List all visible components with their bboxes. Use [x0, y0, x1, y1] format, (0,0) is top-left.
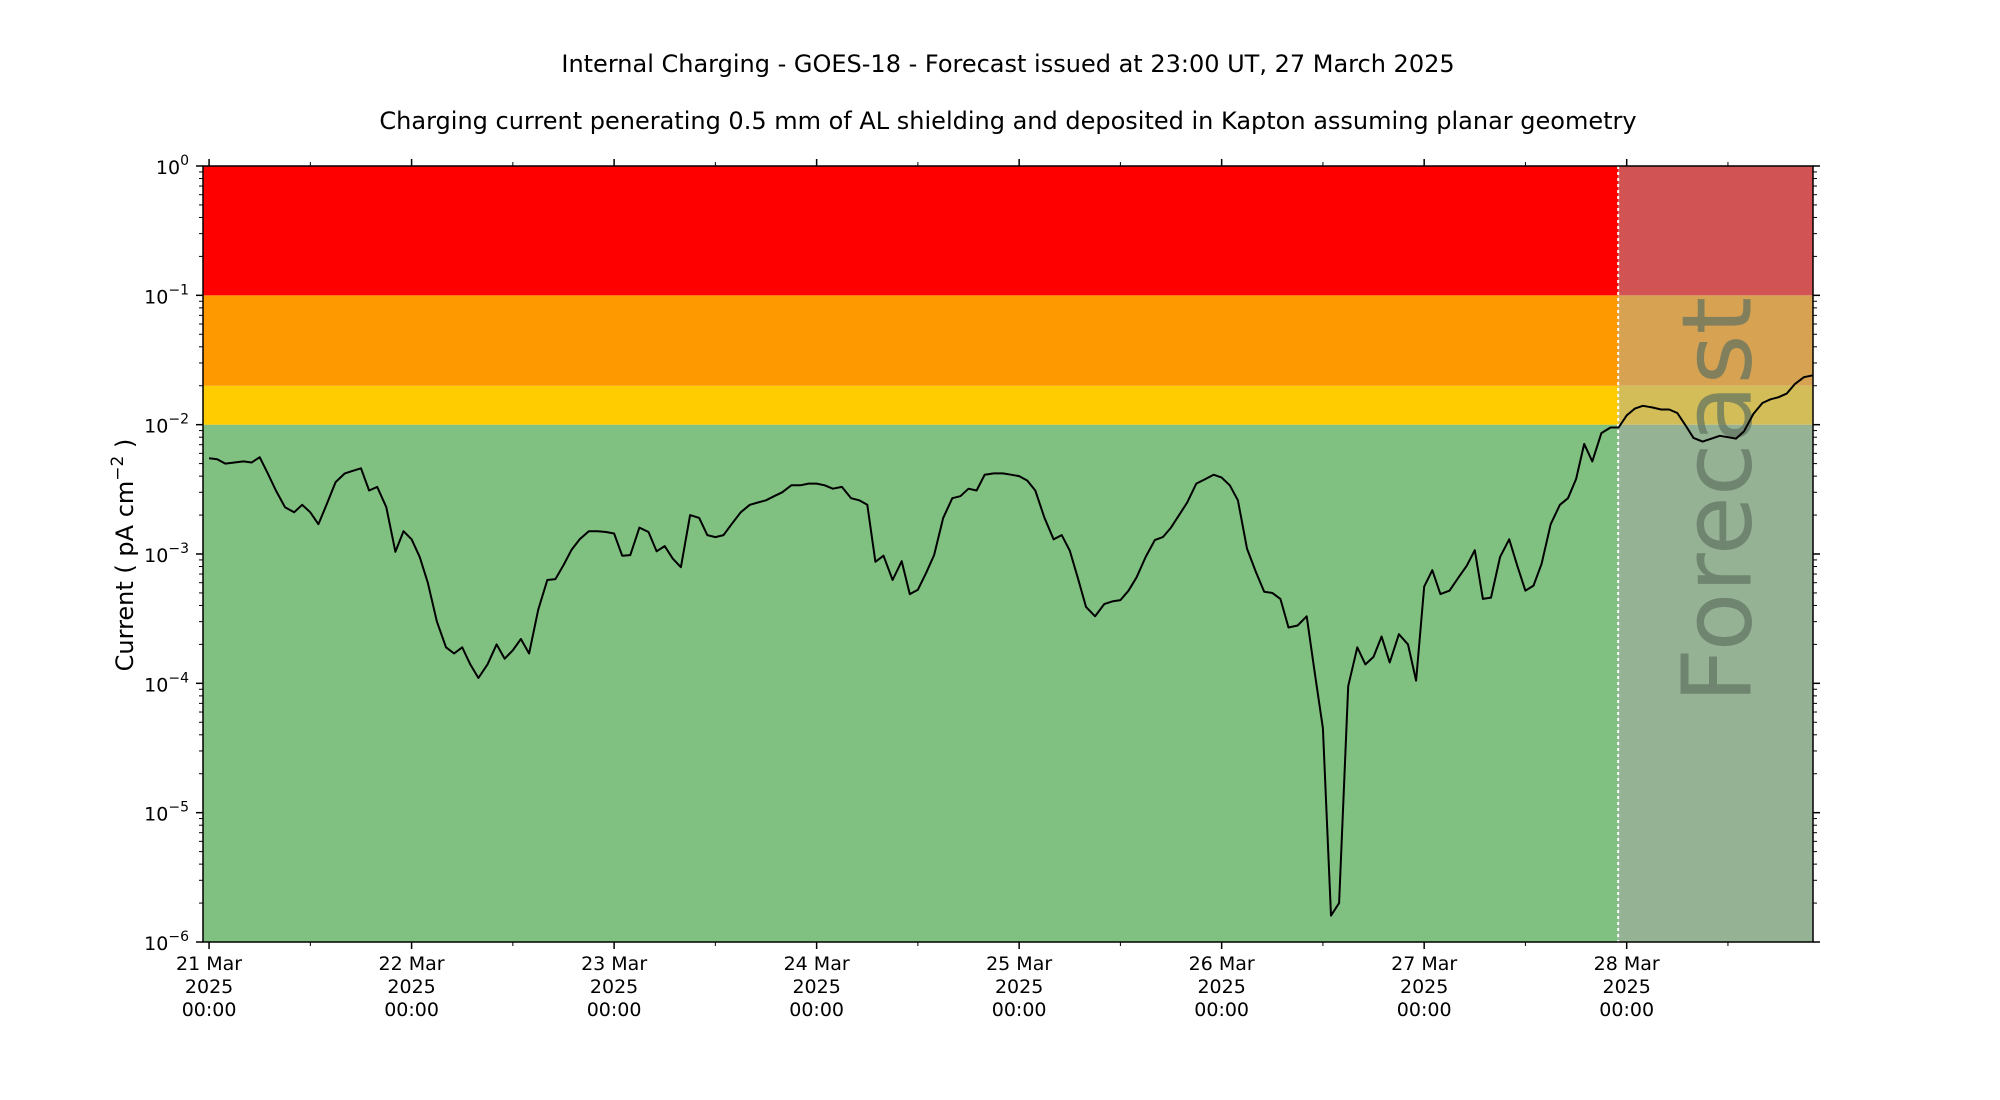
- x-tick-label: 2025: [1603, 976, 1651, 998]
- x-tick-label: 22 Mar: [379, 953, 445, 975]
- threshold-bands: [203, 166, 1813, 943]
- band-green-forecast: [1618, 424, 1813, 943]
- band-orange-forecast: [1618, 295, 1813, 386]
- x-tick-label: 2025: [387, 976, 435, 998]
- y-tick-label: 10−2: [144, 412, 189, 438]
- y-axis: 10−6 10−5 10−4 10−3 10−2 10−1 100: [144, 153, 1820, 955]
- x-tick-label: 28 Mar: [1594, 953, 1660, 975]
- x-tick-label: 00:00: [992, 999, 1047, 1021]
- band-red: [203, 166, 1619, 296]
- series-lines: [208, 374, 1814, 917]
- forecast-region: Forecast: [1617, 166, 1774, 942]
- x-tick-label: 2025: [1400, 976, 1448, 998]
- x-tick-label: 21 Mar: [176, 953, 242, 975]
- x-tick-label: 00:00: [1397, 999, 1452, 1021]
- band-green: [203, 424, 1619, 943]
- band-yellow: [203, 385, 1619, 425]
- y-axis-label: Current ( pA cm−2 ): [108, 439, 139, 672]
- y-tick-label: 10−3: [144, 541, 189, 567]
- y-tick-label: 10−4: [144, 670, 189, 696]
- x-tick-label: 00:00: [587, 999, 642, 1021]
- x-tick-label: 00:00: [1194, 999, 1249, 1021]
- forecast-label: Forecast: [1662, 297, 1774, 703]
- x-tick-label: 26 Mar: [1189, 953, 1255, 975]
- x-tick-label: 27 Mar: [1391, 953, 1457, 975]
- y-tick-label: 10−1: [144, 282, 189, 308]
- band-yellow-forecast: [1618, 385, 1813, 425]
- y-tick-label: 100: [156, 153, 189, 179]
- x-tick-label: 2025: [995, 976, 1043, 998]
- chart-subtitle: Charging current penerating 0.5 mm of AL…: [379, 107, 1636, 135]
- x-tick-label: 23 Mar: [581, 953, 647, 975]
- x-tick-label: 24 Mar: [784, 953, 850, 975]
- x-tick-label: 2025: [590, 976, 638, 998]
- x-tick-label: 2025: [792, 976, 840, 998]
- x-tick-label: 00:00: [182, 999, 237, 1021]
- x-tick-label: 2025: [185, 976, 233, 998]
- x-tick-label: 00:00: [789, 999, 844, 1021]
- y-tick-label: 10−5: [144, 800, 189, 826]
- y-tick-label: 10−6: [144, 929, 189, 955]
- x-tick-label: 00:00: [384, 999, 439, 1021]
- x-tick-label: 00:00: [1599, 999, 1654, 1021]
- chart-title: Internal Charging - GOES-18 - Forecast i…: [561, 50, 1454, 78]
- band-red-forecast: [1618, 166, 1813, 296]
- x-tick-label: 25 Mar: [986, 953, 1052, 975]
- series-line-0: [208, 374, 1814, 917]
- band-orange: [203, 295, 1619, 386]
- x-tick-label: 2025: [1197, 976, 1245, 998]
